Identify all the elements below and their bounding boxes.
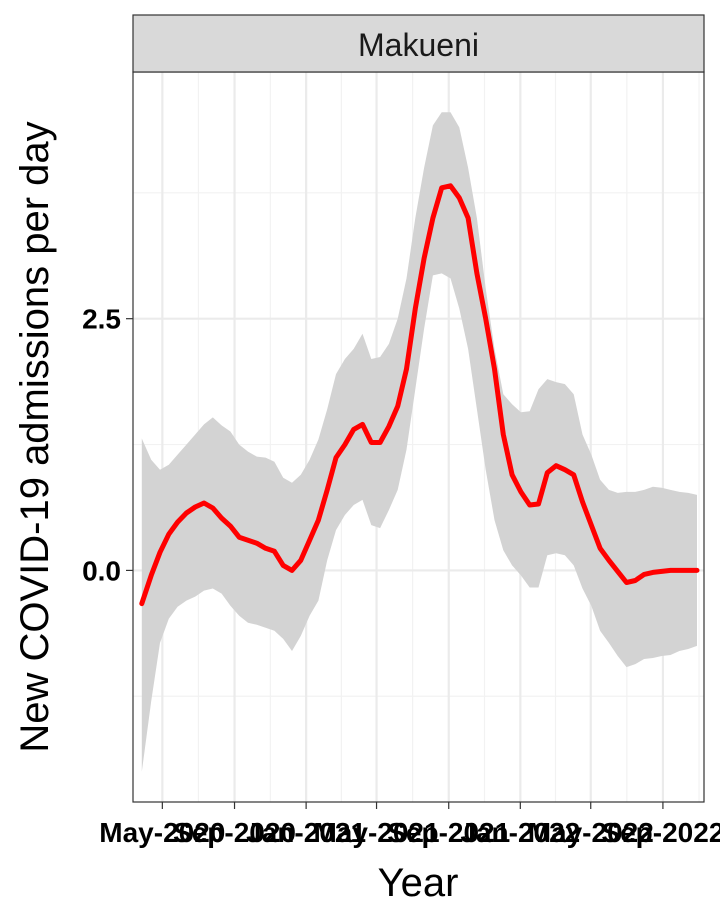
y-axis-title: New COVID-19 admissions per day bbox=[13, 121, 57, 752]
strip-background bbox=[132, 14, 705, 73]
y-axis: 0.0 2.5 bbox=[82, 304, 133, 586]
x-tick-label: May-2022 bbox=[528, 817, 654, 848]
x-axis-title: Year bbox=[378, 861, 459, 905]
x-tick-label: Jan-2022 bbox=[460, 817, 580, 848]
x-tick-label: May-2020 bbox=[99, 817, 225, 848]
x-axis: May-2020Sep-2020Jan-2021May-2021Sep-2021… bbox=[99, 802, 720, 848]
y-tick-label: 0.0 bbox=[82, 555, 121, 586]
x-tick-label: Sep-2022 bbox=[601, 817, 720, 848]
x-tick-label: Sep-2020 bbox=[173, 817, 296, 848]
panel-title: Makueni bbox=[358, 27, 479, 63]
x-tick-label: Sep-2021 bbox=[387, 817, 510, 848]
admissions-line bbox=[139, 183, 700, 607]
x-tick-label: Jan-2021 bbox=[246, 817, 366, 848]
y-tick-label: 2.5 bbox=[82, 304, 121, 335]
confidence-ribbon bbox=[141, 112, 698, 772]
x-tick-label: May-2021 bbox=[313, 817, 439, 848]
